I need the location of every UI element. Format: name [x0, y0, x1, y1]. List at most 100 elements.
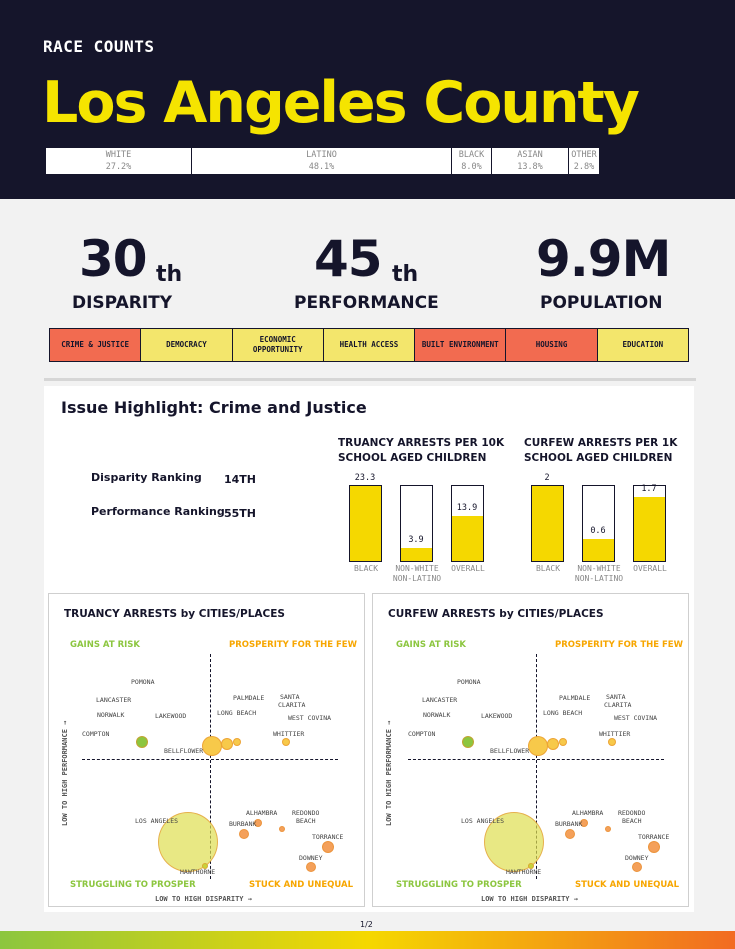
tab-democracy[interactable]: DEMOCRACY — [141, 329, 233, 361]
place-label: BELLFLOWER — [164, 747, 204, 755]
label-line: SANTA — [606, 693, 626, 701]
place-label: POMONA — [131, 678, 155, 686]
tab-health-access[interactable]: HEALTH ACCESS — [323, 329, 416, 361]
bar-fill — [452, 516, 483, 561]
tab-education[interactable]: EDUCATION — [597, 329, 688, 361]
place-label: HAWTHORNE — [180, 868, 216, 876]
bar-fill — [583, 538, 614, 561]
tab-economic-opportunity[interactable]: ECONOMIC OPPORTUNITY — [232, 329, 324, 361]
quadrant-struggling: STRUGGLING TO PROSPER — [70, 880, 196, 890]
place-label: COMPTON — [408, 730, 436, 738]
whittier-dot[interactable] — [282, 738, 290, 746]
burbank-dot[interactable] — [239, 829, 249, 839]
palmdale-dot[interactable] — [547, 738, 559, 750]
disparity-value: 30 — [79, 230, 148, 288]
x-axis-label: LOW TO HIGH DISPARITY → — [481, 895, 578, 903]
alhambra-dot[interactable] — [254, 819, 262, 827]
category-line: NON-LATINO — [574, 574, 624, 583]
page-title: Los Angeles County — [42, 70, 640, 136]
place-label: WHITTIER — [273, 730, 305, 738]
horizontal-divider — [82, 759, 338, 760]
category-line: NON-WHITE — [577, 564, 621, 573]
disparity-stat: 30 th DISPARITY — [72, 230, 222, 320]
chart-title-line: SCHOOL AGED CHILDREN — [524, 452, 673, 464]
santa-clarita-dot[interactable] — [233, 738, 241, 746]
category-line: NON-LATINO — [392, 574, 442, 583]
category-line: BLACK — [535, 564, 561, 573]
downey-dot[interactable] — [632, 862, 642, 872]
place-label: LAKEWOOD — [155, 712, 187, 720]
hawthorne-dot[interactable] — [528, 863, 534, 869]
palmdale-dot[interactable] — [221, 738, 233, 750]
alhambra-dot[interactable] — [580, 819, 588, 827]
bar-value-label: 3.9 — [408, 535, 424, 546]
tab-housing[interactable]: HOUSING — [506, 329, 598, 361]
bar-0 — [349, 485, 382, 562]
race-label: BLACK — [458, 150, 485, 160]
hawthorne-dot[interactable] — [202, 863, 208, 869]
population-value: 9.9M — [536, 230, 671, 288]
disparity-ranking-label: Disparity Ranking — [91, 471, 202, 484]
place-label: WHITTIER — [599, 730, 631, 738]
burbank-dot[interactable] — [565, 829, 575, 839]
bar-0 — [531, 485, 564, 562]
place-label: LAKEWOOD — [481, 712, 513, 720]
bar-value-label: 1.7 — [641, 484, 657, 495]
los-angeles-dot[interactable] — [158, 812, 218, 872]
performance-suffix: th — [392, 262, 419, 287]
quadrant-gains-at-risk: GAINS AT RISK — [396, 640, 467, 650]
bar-fill — [634, 497, 665, 561]
place-label: WEST COVINA — [614, 714, 658, 722]
performance-value: 45 — [314, 230, 383, 288]
redondo-dot[interactable] — [605, 826, 611, 832]
place-label: REDONDO BEACH — [618, 809, 645, 825]
label-line: REDONDO — [292, 809, 320, 817]
vertical-divider — [210, 654, 211, 879]
whittier-dot[interactable] — [608, 738, 616, 746]
scatter-title: TRUANCY ARRESTS by CITIES/PLACES — [64, 608, 285, 620]
bellflower-dot[interactable] — [462, 736, 474, 748]
place-label: BURBANK — [555, 820, 583, 828]
disparity-label: DISPARITY — [72, 293, 173, 313]
torrance-dot[interactable] — [648, 841, 660, 853]
performance-ranking-label: Performance Ranking — [91, 505, 225, 518]
place-label: LOS ANGELES — [461, 817, 505, 825]
truancy-chart-title: TRUANCY ARRESTS PER 10K SCHOOL AGED CHIL… — [338, 436, 504, 466]
torrance-dot[interactable] — [322, 841, 334, 853]
performance-ranking-value: 55TH — [224, 507, 257, 520]
bellflower-dot[interactable] — [136, 736, 148, 748]
race-pct: 27.2% — [105, 162, 132, 172]
quadrant-struggling: STRUGGLING TO PROSPER — [396, 880, 522, 890]
bar-value-label: 13.9 — [456, 503, 478, 514]
bar-category-label: NON-WHITE NON-LATINO — [382, 564, 452, 584]
redondo-dot[interactable] — [279, 826, 285, 832]
quadrant-stuck: STUCK AND UNEQUAL — [575, 880, 679, 890]
los-angeles-dot[interactable] — [484, 812, 544, 872]
brand-logo: RACE COUNTS — [43, 37, 155, 56]
place-label: LANCASTER — [422, 696, 458, 704]
place-label: SANTA CLARITA — [604, 693, 631, 709]
long-beach-dot[interactable] — [528, 736, 548, 756]
place-label: NORWALK — [97, 711, 125, 719]
place-label: WEST COVINA — [288, 714, 332, 722]
tab-crime-justice[interactable]: CRIME & JUSTICE — [50, 329, 142, 361]
label-line: CLARITA — [278, 701, 306, 709]
quadrant-gains-at-risk: GAINS AT RISK — [70, 640, 141, 650]
place-label: DOWNEY — [625, 854, 649, 862]
place-label: DOWNEY — [299, 854, 323, 862]
horizontal-divider — [408, 759, 664, 760]
santa-clarita-dot[interactable] — [559, 738, 567, 746]
race-pct: 13.8% — [517, 162, 543, 172]
place-label: PALMDALE — [233, 694, 265, 702]
place-label: SANTA CLARITA — [278, 693, 306, 709]
long-beach-dot[interactable] — [202, 736, 222, 756]
y-axis-label: LOW TO HIGH PERFORMANCE → — [61, 720, 69, 826]
scatter-title: CURFEW ARRESTS by CITIES/PLACES — [388, 608, 604, 620]
downey-dot[interactable] — [306, 862, 316, 872]
header: RACE COUNTS Los Angeles County WHITE 27.… — [0, 0, 735, 199]
tab-built-environment[interactable]: BUILT ENVIRONMENT — [415, 329, 507, 361]
race-segment-asian: ASIAN 13.8% — [492, 148, 569, 174]
bar-category-label: OVERALL — [433, 564, 503, 574]
footer-gradient-bar — [0, 931, 735, 949]
place-label: HAWTHORNE — [506, 868, 542, 876]
